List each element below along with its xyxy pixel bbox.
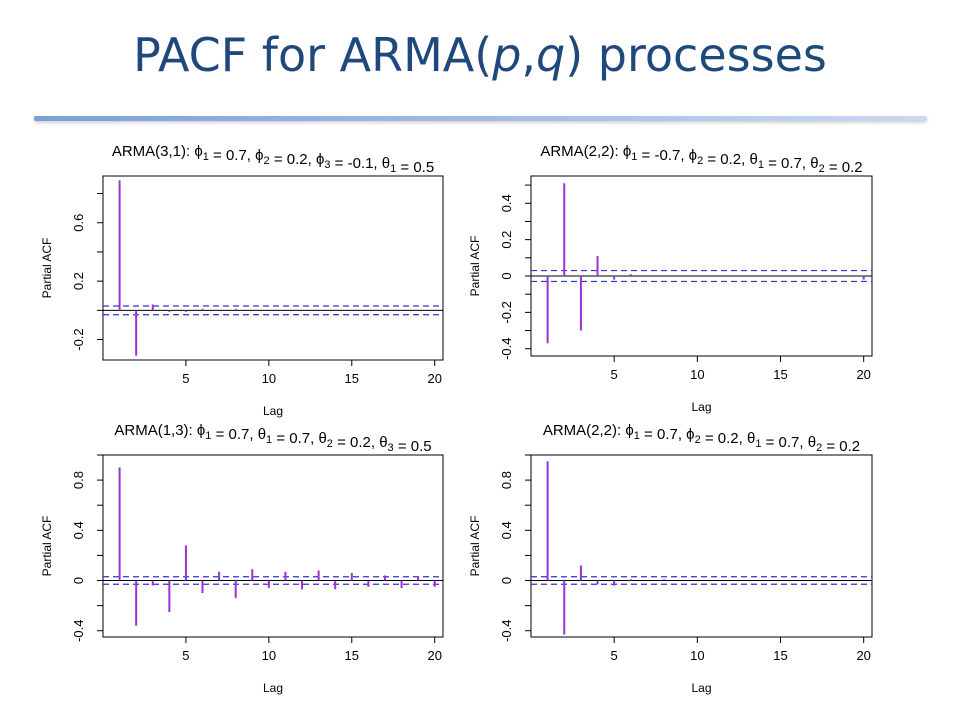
chart-4-ytick-label: 0 [499, 577, 514, 584]
chart-4-xtick-label: 10 [690, 648, 704, 663]
chart-3-ylabel: Partial ACF [40, 516, 54, 577]
page-title: PACF for ARMA(p,q) processes [0, 30, 960, 81]
chart-3-xlabel: Lag [263, 681, 283, 695]
chart-4-xtick-label: 20 [856, 648, 870, 663]
chart-2-xtick-label: 20 [856, 367, 870, 382]
chart-1-xtick-label: 5 [182, 371, 189, 386]
chart-3-xtick-label: 10 [262, 648, 276, 663]
chart-3-xtick-label: 15 [345, 648, 359, 663]
chart-4-ylabel: Partial ACF [468, 516, 482, 577]
chart-4-xtick-label: 15 [773, 648, 787, 663]
title-comma: , [521, 28, 537, 82]
chart-4-xtick-label: 5 [611, 648, 618, 663]
chart-4-frame [530, 454, 873, 638]
chart-1-title: ARMA(3,1): ϕ1 = 0.7, ϕ2 = 0.2, ϕ3 = -0.1… [112, 143, 434, 176]
title-divider [34, 116, 927, 121]
chart-2: ARMA(2,2): ϕ1 = -0.7, ϕ2 = 0.2, θ1 = 0.7… [468, 143, 873, 414]
chart-1-xtick-label: 10 [262, 371, 276, 386]
chart-1-frame [102, 175, 444, 361]
chart-2-ytick-label: 0.4 [499, 194, 514, 212]
title-q: q [536, 28, 566, 82]
chart-4-xlabel: Lag [691, 681, 711, 695]
chart-2-xlabel: Lag [691, 400, 711, 414]
chart-3-ytick-label: 0.8 [71, 471, 86, 489]
chart-4-title: ARMA(2,2): ϕ1 = 0.7, ϕ2 = 0.2, θ1 = 0.7,… [543, 422, 860, 455]
chart-4: ARMA(2,2): ϕ1 = 0.7, ϕ2 = 0.2, θ1 = 0.7,… [468, 422, 873, 695]
chart-2-xtick-label: 15 [773, 367, 787, 382]
chart-2-frame [530, 175, 873, 357]
chart-3: ARMA(1,3): ϕ1 = 0.7, θ1 = 0.7, θ2 = 0.2,… [40, 422, 444, 695]
chart-4-ytick-label: 0.4 [499, 521, 514, 539]
chart-3-xtick-label: 5 [182, 648, 189, 663]
chart-1-ytick-label: -0.2 [71, 328, 86, 350]
chart-1-ytick-label: 0.2 [71, 272, 86, 290]
title-text-end: ) processes [565, 28, 827, 82]
chart-1-xtick-label: 15 [345, 371, 359, 386]
chart-1-xlabel: Lag [263, 404, 283, 418]
chart-2-ylabel: Partial ACF [468, 236, 482, 297]
chart-3-frame [102, 454, 444, 638]
chart-2-ytick-label: -0.4 [499, 338, 514, 360]
chart-2-ytick-label: -0.2 [499, 301, 514, 323]
chart-1-ytick-label: 0.6 [71, 214, 86, 232]
chart-3-ytick-label: 0.4 [71, 521, 86, 539]
chart-2-xtick-label: 5 [611, 367, 618, 382]
title-p: p [492, 28, 522, 82]
chart-3-ytick-label: -0.4 [71, 620, 86, 642]
chart-3-xtick-label: 20 [427, 648, 441, 663]
chart-2-ytick-label: 0.2 [499, 231, 514, 249]
chart-3-title: ARMA(1,3): ϕ1 = 0.7, θ1 = 0.7, θ2 = 0.2,… [114, 422, 431, 455]
chart-3-ytick-label: 0 [71, 577, 86, 584]
chart-1-xtick-label: 20 [427, 371, 441, 386]
chart-2-ytick-label: 0 [499, 272, 514, 279]
title-text: PACF for ARMA( [133, 28, 493, 82]
chart-1: ARMA(3,1): ϕ1 = 0.7, ϕ2 = 0.2, ϕ3 = -0.1… [40, 143, 444, 418]
chart-4-ytick-label: 0.8 [499, 471, 514, 489]
chart-2-xtick-label: 10 [690, 367, 704, 382]
chart-1-ylabel: Partial ACF [40, 238, 54, 299]
chart-4-ytick-label: -0.4 [499, 620, 514, 642]
chart-2-title: ARMA(2,2): ϕ1 = -0.7, ϕ2 = 0.2, θ1 = 0.7… [540, 143, 862, 176]
